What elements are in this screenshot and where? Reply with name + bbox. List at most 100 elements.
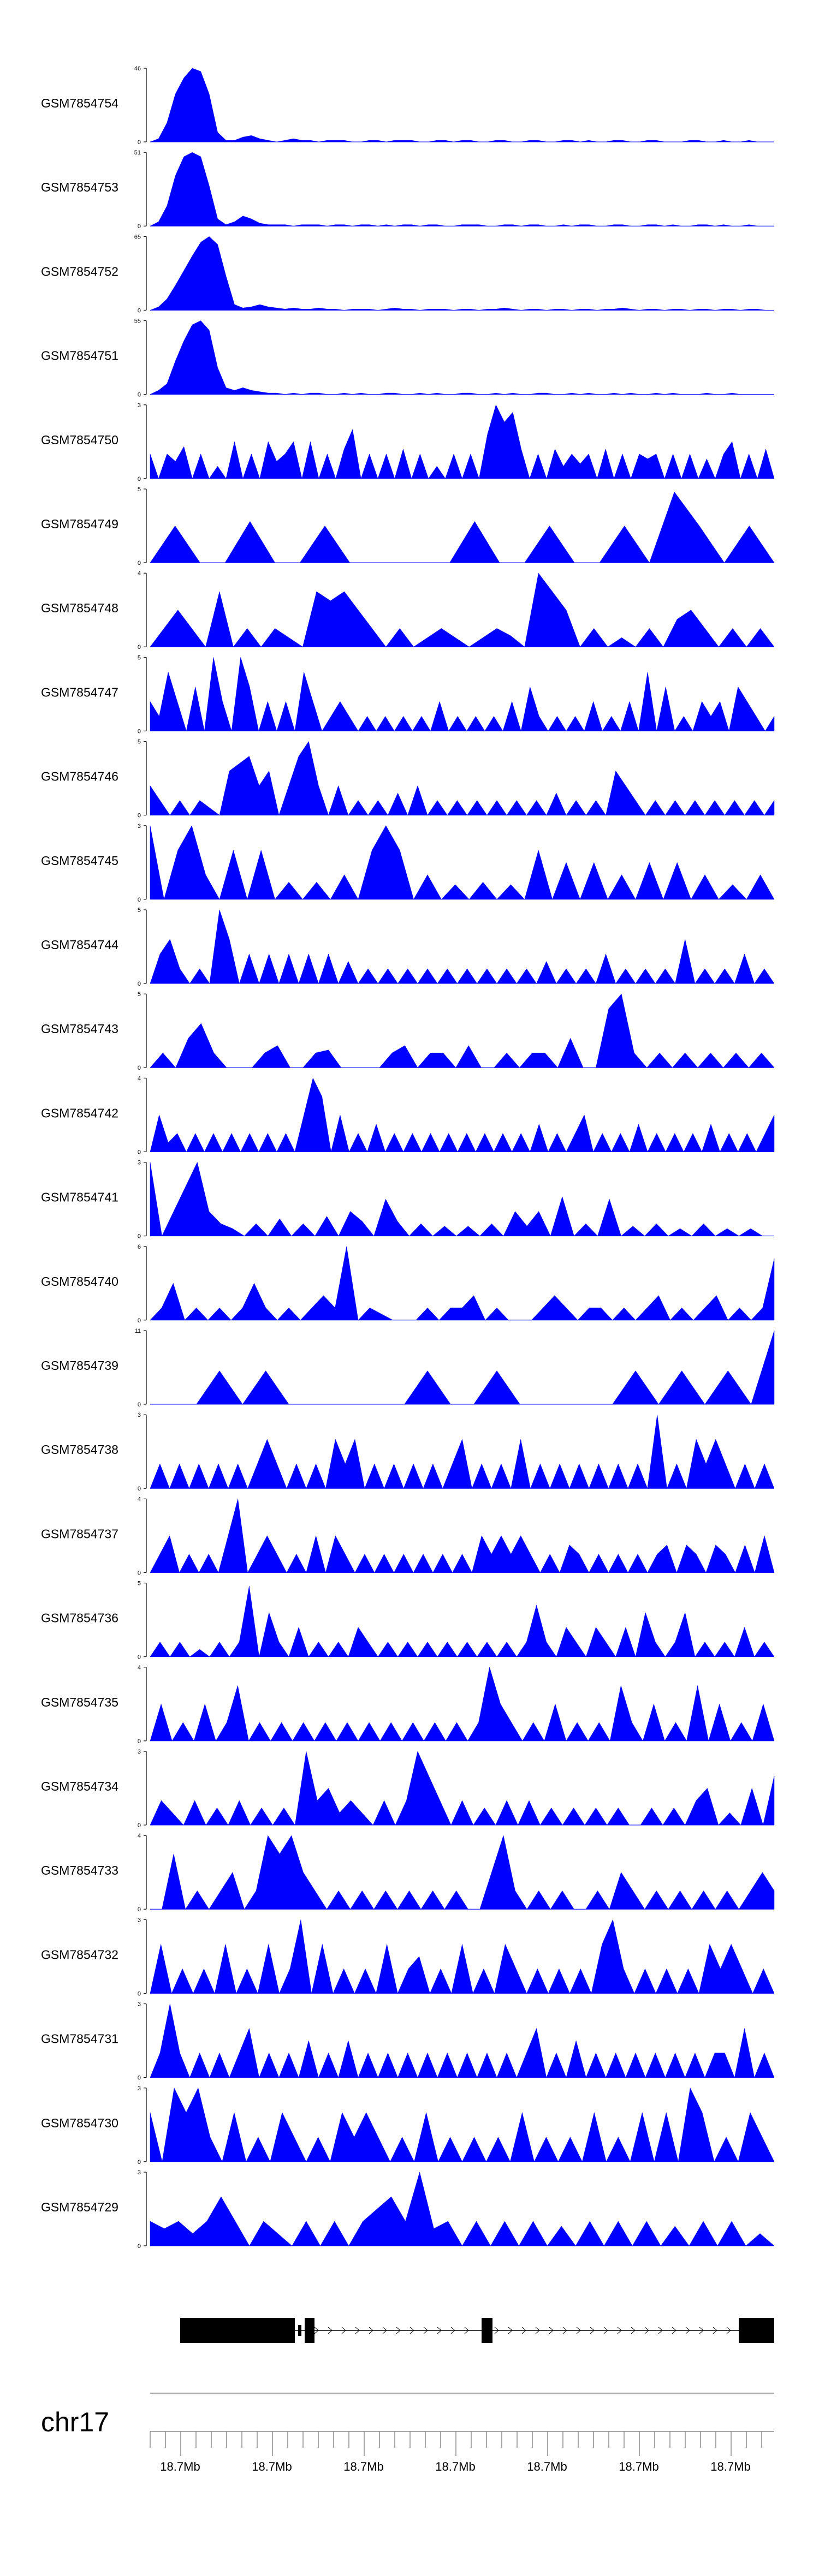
gene-strand-arrow — [508, 2327, 513, 2334]
track-label: GSM7854752 — [41, 264, 118, 278]
track-ymax-label: 3 — [138, 1749, 141, 1755]
track-ymin-label: 0 — [138, 1149, 141, 1155]
track: 51 0 GSM7854753 — [41, 150, 774, 230]
axis-tick-label: 18.7Mb — [435, 2460, 475, 2473]
track-label: GSM7854731 — [41, 2032, 118, 2046]
track-ymax-label: 4 — [138, 1665, 141, 1671]
track-ymin-label: 0 — [138, 813, 141, 819]
track: 5 0 GSM7854736 — [41, 1581, 775, 1661]
track-ymax-label: 3 — [138, 823, 141, 830]
track-ymin-label: 0 — [138, 1570, 141, 1576]
coverage-area — [150, 236, 774, 311]
gene-strand-arrow — [685, 2327, 690, 2334]
track-ymin-label: 0 — [138, 560, 141, 567]
coverage-area — [150, 573, 775, 647]
coverage-area — [150, 1246, 775, 1321]
track-label: GSM7854743 — [41, 1022, 118, 1036]
track-ymin-label: 0 — [138, 728, 141, 735]
coverage-area — [150, 1330, 775, 1405]
track-label: GSM7854730 — [41, 2116, 118, 2130]
track-ymin-label: 0 — [138, 1906, 141, 1913]
track-ymax-label: 46 — [134, 65, 141, 72]
track: 3 0 GSM7854734 — [41, 1749, 775, 1829]
track-label: GSM7854737 — [41, 1526, 118, 1541]
gene-strand-arrow — [617, 2327, 622, 2334]
gene-strand-arrow — [631, 2327, 636, 2334]
gene-strand-arrow — [341, 2327, 346, 2334]
coverage-area — [150, 993, 775, 1068]
track-ymax-label: 3 — [138, 2169, 141, 2176]
axis-tick-label: 18.7Mb — [160, 2460, 200, 2473]
track-label: GSM7854745 — [41, 854, 118, 868]
track-label: GSM7854747 — [41, 685, 118, 699]
coverage-area — [150, 152, 774, 226]
coverage-area — [150, 1077, 775, 1153]
track: 46 0 GSM7854754 — [41, 65, 774, 146]
gene-strand-arrow — [355, 2327, 360, 2334]
track-ymax-label: 5 — [138, 654, 141, 661]
track-ymax-label: 65 — [134, 234, 141, 240]
track-ymin-label: 0 — [138, 1233, 141, 1240]
gene-model — [180, 2318, 774, 2343]
track-ymin-label: 0 — [138, 981, 141, 987]
track-ymax-label: 5 — [138, 486, 141, 493]
axis-tick-label: 18.7Mb — [527, 2460, 567, 2473]
track-label: GSM7854751 — [41, 349, 118, 363]
gene-strand-arrow — [410, 2327, 414, 2334]
coverage-area — [150, 825, 775, 900]
gene-strand-arrow — [396, 2327, 401, 2334]
gene-strand-arrow — [464, 2327, 469, 2334]
track: 5 0 GSM7854743 — [41, 991, 775, 1071]
coverage-area — [150, 1751, 775, 1826]
coverage-area — [150, 2087, 775, 2162]
track-label: GSM7854744 — [41, 938, 118, 952]
track-label: GSM7854736 — [41, 1611, 118, 1625]
gene-strand-arrow — [382, 2327, 387, 2334]
track-ymax-label: 3 — [138, 1917, 141, 1923]
track-ymax-label: 55 — [134, 318, 141, 325]
track-label: GSM7854729 — [41, 2200, 118, 2214]
track-label: GSM7854748 — [41, 601, 118, 615]
track: 3 0 GSM7854731 — [41, 2001, 775, 2082]
genome-axis: chr17 18.7Mb 18.7Mb 18.7Mb 18.7Mb 18.7Mb 18.7… — [41, 2393, 774, 2473]
track-label: GSM7854738 — [41, 1442, 118, 1457]
gene-strand-arrow — [535, 2327, 540, 2334]
track-ymin-label: 0 — [138, 1822, 141, 1829]
coverage-area — [150, 1499, 775, 1573]
track: 3 0 GSM7854732 — [41, 1917, 775, 1997]
track-label: GSM7854735 — [41, 1695, 118, 1709]
track-ymin-label: 0 — [138, 644, 141, 651]
coverage-area — [150, 1161, 774, 1237]
track: 3 0 GSM7854738 — [41, 1412, 775, 1492]
track: 11 0 GSM7854739 — [41, 1328, 775, 1408]
track-ymax-label: 5 — [138, 1581, 141, 1587]
gene-strand-arrow — [450, 2327, 455, 2334]
track-ymax-label: 3 — [138, 1412, 141, 1418]
track-label: GSM7854740 — [41, 1274, 118, 1289]
track-ymax-label: 4 — [138, 1075, 141, 1082]
track-label: GSM7854741 — [41, 1190, 118, 1204]
gene-strand-arrow — [699, 2327, 704, 2334]
gene-exon — [739, 2318, 774, 2343]
track-ymin-label: 0 — [138, 1738, 141, 1745]
gene-strand-arrow — [549, 2327, 554, 2334]
axis-tick-label: 18.7Mb — [343, 2460, 383, 2473]
coverage-area — [150, 657, 775, 732]
gene-strand-arrow — [494, 2327, 499, 2334]
track-label: GSM7854750 — [41, 433, 118, 447]
gene-strand-arrow — [672, 2327, 676, 2334]
gene-exon — [305, 2318, 314, 2343]
track-label: GSM7854746 — [41, 770, 118, 784]
gene-strand-arrow — [713, 2327, 717, 2334]
gene-strand-arrow — [437, 2327, 442, 2334]
coverage-area — [150, 2172, 775, 2246]
gene-strand-arrow — [726, 2327, 731, 2334]
track: 3 0 GSM7854741 — [41, 1160, 774, 1240]
gene-exon — [180, 2318, 295, 2343]
coverage-area — [150, 741, 775, 816]
track: 4 0 GSM7854748 — [41, 570, 775, 651]
coverage-area — [150, 909, 775, 984]
gene-strand-arrow — [369, 2327, 373, 2334]
